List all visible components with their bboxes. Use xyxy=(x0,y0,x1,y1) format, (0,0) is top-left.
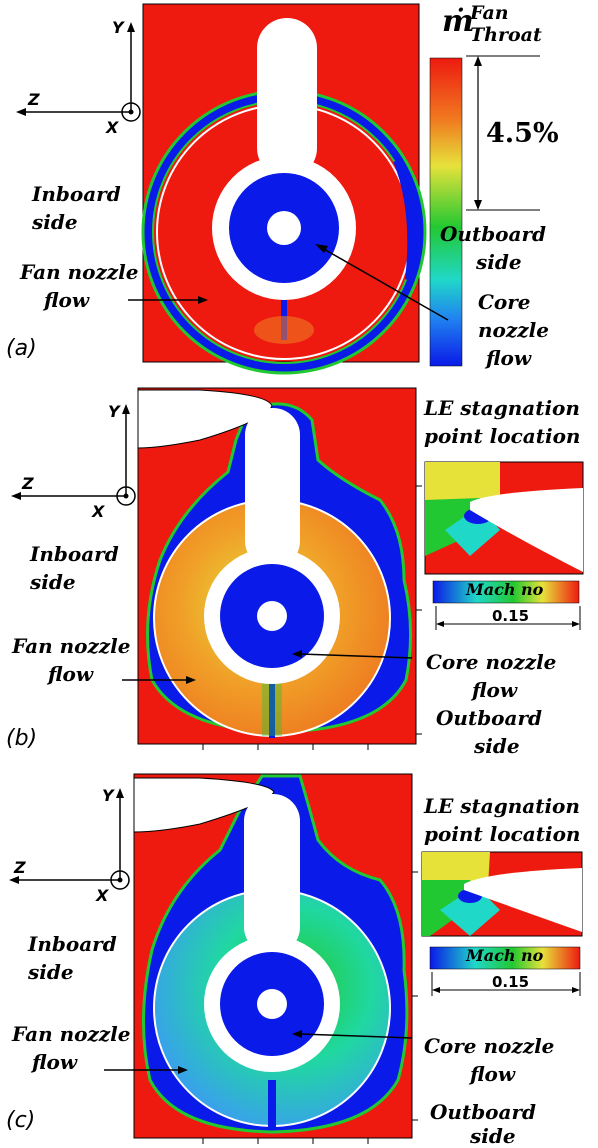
outboard-line-1: Outboard xyxy=(440,222,547,246)
outboard-line-2: side xyxy=(476,250,522,274)
axis-z-label: Z xyxy=(28,90,40,109)
core-line-2: nozzle xyxy=(478,318,549,342)
panel-tag-b: (b) xyxy=(6,726,38,751)
fan-nozzle-label: Fan nozzle flow xyxy=(20,258,139,314)
inboard-label: Inboard side xyxy=(32,180,121,236)
le-line-2: point location xyxy=(424,822,581,846)
axis-y-label: Y xyxy=(102,786,114,805)
mach-value: 0.15 xyxy=(492,607,530,625)
le-line-1: LE stagnation xyxy=(424,396,580,420)
le-stagnation-label: LE stagnation point location xyxy=(424,394,580,450)
le-line-1: LE stagnation xyxy=(424,794,580,818)
axis-triad-a xyxy=(16,22,141,122)
inboard-line-1: Inboard xyxy=(30,542,119,566)
core-line-2: flow xyxy=(472,678,518,702)
axis-triad-b xyxy=(11,404,136,506)
outboard-line-2: side xyxy=(474,734,520,758)
panel-b-contour xyxy=(11,387,584,750)
panel-tag-a: (a) xyxy=(6,336,37,361)
core-line-3: flow xyxy=(486,346,532,370)
core-nozzle-label: Core nozzle flow xyxy=(424,1032,554,1088)
axis-z-label: Z xyxy=(22,474,34,493)
axis-z-label: Z xyxy=(14,858,26,877)
le-inset-c xyxy=(421,851,583,937)
panel-a: Y Z X Inboard side Fan nozzle flow (a) ṁ… xyxy=(0,0,598,375)
panel-b: Y Z X LE stagnation point location Mach … xyxy=(0,380,598,760)
axis-x-label: X xyxy=(92,502,105,521)
inboard-line-2: side xyxy=(30,570,76,594)
panel-a-contour xyxy=(16,3,540,375)
outboard-line-1: Outboard xyxy=(430,1100,537,1124)
mach-value: 0.15 xyxy=(492,973,530,991)
outboard-label: Outboard side xyxy=(436,704,542,760)
inboard-label: Inboard side xyxy=(28,930,117,986)
core-nozzle-label: Core nozzle flow xyxy=(426,648,556,704)
core-nozzle-label: Core nozzle flow xyxy=(478,288,549,372)
axis-y-label: Y xyxy=(112,18,124,37)
le-line-2: point location xyxy=(424,424,581,448)
axis-x-label: X xyxy=(106,118,119,137)
panel-tag-c: (c) xyxy=(6,1108,36,1133)
mach-label: Mach no xyxy=(466,580,544,599)
fan-nozzle-label: Fan nozzle flow xyxy=(12,632,131,688)
outboard-line-2: side xyxy=(470,1124,516,1148)
core-line-1: Core xyxy=(478,290,531,314)
fan-line-1: Fan nozzle xyxy=(20,260,139,284)
axis-y-label: Y xyxy=(108,402,120,421)
core-line-2: flow xyxy=(470,1062,516,1086)
inboard-label: Inboard side xyxy=(30,540,119,596)
mach-label: Mach no xyxy=(466,946,544,965)
legend-title-sub: Throat xyxy=(470,24,542,46)
outboard-label: Outboard side xyxy=(440,220,546,276)
fan-line-1: Fan nozzle xyxy=(12,634,131,658)
outboard-label: Outboard side xyxy=(430,1100,536,1148)
colour-legend-bar xyxy=(429,57,463,367)
legend-title-sup: Fan xyxy=(470,2,509,24)
axis-triad-c xyxy=(9,788,130,890)
inboard-line-2: side xyxy=(28,960,74,984)
fan-nozzle-label: Fan nozzle flow xyxy=(12,1020,131,1076)
legend-title-base: ṁ xyxy=(442,4,474,39)
fan-line-2: flow xyxy=(48,662,94,686)
le-stagnation-label: LE stagnation point location xyxy=(424,792,580,848)
legend-title: ṁ Fan Throat xyxy=(442,2,542,46)
fan-line-2: flow xyxy=(32,1050,78,1074)
panel-c-contour xyxy=(9,773,583,1144)
fan-line-2: flow xyxy=(44,288,90,312)
le-inset-b xyxy=(424,461,584,575)
core-line-1: Core nozzle xyxy=(426,650,557,674)
fan-line-1: Fan nozzle xyxy=(12,1022,131,1046)
legend-range-label: 4.5% xyxy=(486,118,559,149)
inboard-line-2: side xyxy=(32,210,78,234)
inboard-line-1: Inboard xyxy=(32,182,121,206)
inboard-line-1: Inboard xyxy=(28,932,117,956)
outboard-line-1: Outboard xyxy=(436,706,543,730)
panel-c: Y Z X LE stagnation point location Mach … xyxy=(0,770,598,1148)
core-line-1: Core nozzle xyxy=(424,1034,555,1058)
axis-x-label: X xyxy=(96,886,109,905)
